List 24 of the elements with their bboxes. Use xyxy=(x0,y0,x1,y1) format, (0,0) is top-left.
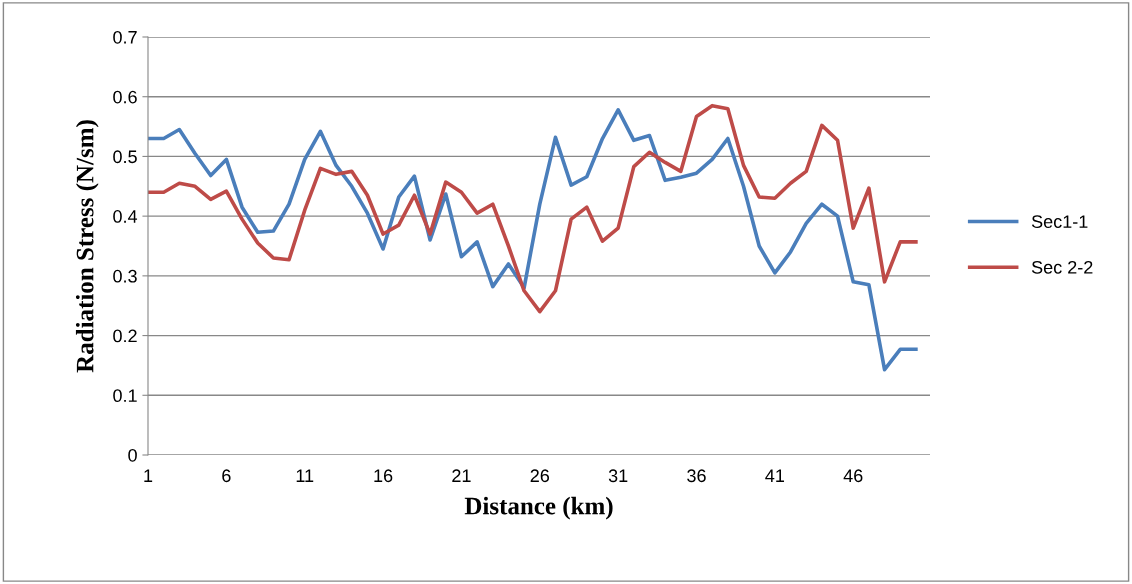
x-tick-label: 1 xyxy=(144,469,153,482)
y-tick-label: 0.5 xyxy=(113,150,137,164)
x-tick-label: 46 xyxy=(843,469,863,483)
x-tick-label: 21 xyxy=(452,469,471,482)
y-tick-label: 0.3 xyxy=(113,269,137,283)
line-series xyxy=(148,103,918,314)
y-tick-label: 0 xyxy=(128,448,137,462)
y-axis-title: Radiation Stress (N/sm) xyxy=(75,120,99,373)
x-tick-label: 36 xyxy=(687,469,706,483)
x-tick-label: 6 xyxy=(222,469,231,483)
x-tick-label: 41 xyxy=(765,469,785,482)
legend-label: Sec 2-2 xyxy=(1031,260,1093,274)
y-tick-label: 0.1 xyxy=(113,389,137,403)
x-tick-label: 26 xyxy=(530,469,550,483)
legend-label: Sec1-1 xyxy=(1031,215,1088,228)
x-tick-label: 11 xyxy=(296,469,314,482)
x-axis-title: Distance (km) xyxy=(464,496,613,520)
y-tick-label: 0.4 xyxy=(113,210,138,223)
line-series xyxy=(148,108,918,372)
y-tick-label: 0.6 xyxy=(113,90,137,104)
x-tick-label: 31 xyxy=(608,469,628,483)
y-tick-label: 0.7 xyxy=(113,30,137,44)
y-tick-label: 0.2 xyxy=(113,329,137,343)
x-tick-label: 16 xyxy=(374,469,393,483)
